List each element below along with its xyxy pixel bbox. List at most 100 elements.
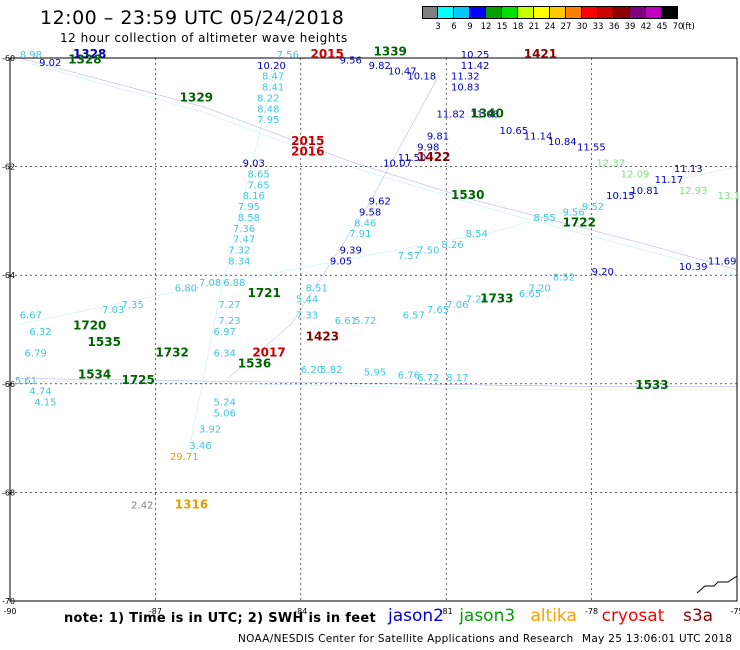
- wave-height-label: 6.76: [398, 370, 420, 381]
- color-scale-label: 6: [451, 22, 457, 32]
- color-scale-swatch: [550, 6, 566, 19]
- wave-height-label: 11.32: [451, 72, 480, 83]
- wave-height-label: 11.14: [524, 131, 553, 142]
- satellite-track-line: [29, 63, 738, 276]
- pass-time-label: 1533: [635, 378, 668, 392]
- wave-height-label: 7.35: [121, 300, 143, 311]
- wave-height-label: 12.93: [679, 186, 708, 197]
- wave-height-label: 7.95: [238, 202, 260, 213]
- wave-height-label: 4.74: [29, 387, 51, 398]
- wave-height-label: 7.65: [247, 180, 269, 191]
- wave-height-label: 5.44: [296, 294, 318, 305]
- color-scale-swatch: [662, 6, 678, 19]
- pass-time-label: 1340: [470, 107, 503, 121]
- wave-height-label: 8.16: [243, 191, 265, 202]
- axis-ticks: -90 -87 -84 -81 -78 -75 -60 -62 -64 -66 -68 -70: [2, 54, 740, 616]
- wave-height-label: 8.22: [257, 93, 279, 104]
- wave-height-label: 2.42: [131, 501, 153, 512]
- wave-height-label: 6.32: [29, 327, 51, 338]
- x-tick-label: -78: [585, 607, 598, 616]
- color-scale-label: 45: [656, 22, 668, 32]
- x-tick-label: -81: [440, 607, 453, 616]
- wave-height-label: 11.13: [674, 164, 703, 175]
- color-scale-label: 36: [608, 22, 620, 32]
- footer-note: note: 1) Time is in UTC; 2) SWH is in fe…: [64, 611, 376, 626]
- color-scale-label: 27: [560, 22, 572, 32]
- wave-height-label: 10.18: [407, 72, 436, 83]
- wave-height-label: 9.56: [340, 55, 362, 66]
- wave-height-label: 5.24: [214, 398, 236, 409]
- pass-time-label: 1720: [73, 319, 106, 333]
- wave-height-label: 11.55: [577, 142, 606, 153]
- wave-height-label: 6.65: [519, 289, 541, 300]
- color-scale-label: 21: [528, 22, 540, 32]
- wave-height-label: 4.15: [34, 398, 56, 409]
- wave-height-label: 7.57: [398, 251, 420, 262]
- wave-height-label: 8.55: [533, 213, 555, 224]
- pass-time-label: 1722: [563, 215, 596, 229]
- color-scale-swatch: [454, 6, 470, 19]
- color-scale-swatch: [438, 6, 454, 19]
- wave-height-label: 8.98: [20, 50, 42, 61]
- pass-time-label: 1422: [417, 150, 450, 164]
- wave-height-label: 5.61: [15, 376, 37, 387]
- color-scale-unit: (ft): [682, 22, 695, 32]
- wave-height-label: 9.05: [330, 256, 352, 267]
- pass-time-label: 1339: [374, 44, 407, 58]
- pass-time-label: 2015: [310, 47, 343, 61]
- y-tick-label: -68: [2, 488, 15, 497]
- pass-time-label: 1732: [155, 346, 188, 360]
- satellite-tracks: [14, 57, 738, 450]
- wave-height-label: 6.61: [335, 316, 357, 327]
- wave-height-label: 10.20: [257, 61, 286, 72]
- wave-height-label: 10.81: [630, 186, 659, 197]
- color-scale-swatch: [646, 6, 662, 19]
- satellite-track-line: [14, 380, 737, 390]
- wave-height-label: 8.46: [354, 218, 376, 229]
- color-scale-swatch: [582, 6, 598, 19]
- wave-height-label: 10.25: [461, 50, 490, 61]
- wave-height-label: 13.12: [718, 191, 740, 202]
- wave-height-label: 8.26: [441, 240, 463, 251]
- wave-height-label: 7.91: [349, 229, 371, 240]
- wave-height-label: 9.52: [582, 202, 604, 213]
- wave-height-label: 9.81: [427, 131, 449, 142]
- y-tick-label: -64: [2, 271, 15, 280]
- wave-height-label: 5.06: [214, 408, 236, 419]
- y-tick-label: -70: [2, 597, 15, 606]
- wave-height-label: 10.07: [383, 159, 412, 170]
- page-title: 12:00 – 23:59 UTC 05/24/2018: [40, 7, 345, 29]
- pass-time-label: 1536: [238, 357, 271, 371]
- wave-height-label: 9.20: [592, 267, 614, 278]
- pass-time-label: 2016: [291, 145, 324, 159]
- y-tick-label: -62: [2, 163, 15, 172]
- x-tick-label: -84: [294, 607, 307, 616]
- page-subtitle: 12 hour collection of altimeter wave hei…: [60, 31, 348, 45]
- plot-frame: [9, 57, 738, 602]
- coastline: [696, 575, 738, 594]
- wave-height-label: 9.03: [243, 159, 265, 170]
- wave-height-label: 6.97: [214, 327, 236, 338]
- color-scale-label: 15: [496, 22, 508, 32]
- color-scale-label: 39: [624, 22, 636, 32]
- satellite-track-line: [19, 57, 738, 271]
- wave-height-label: 11.50: [398, 153, 427, 164]
- wave-height-label: 11.42: [461, 61, 490, 72]
- credit-text: NOAA/NESDIS Center for Satellite Applica…: [238, 633, 574, 645]
- wave-height-label: 11.08: [470, 110, 499, 121]
- pass-time-label: 1733: [480, 291, 513, 305]
- wave-height-label: 7.65: [427, 305, 449, 316]
- wave-height-label: 7.24: [466, 294, 488, 305]
- timestamp-text: May 25 13:06:01 UTC 2018: [582, 633, 733, 645]
- color-scale-swatch: [502, 6, 518, 19]
- wave-height-label: 8.41: [262, 83, 284, 94]
- wave-height-label: 10.47: [388, 66, 417, 77]
- color-scale-label: 9: [467, 22, 473, 32]
- wave-height-label: 8.17: [446, 373, 468, 384]
- pass-time-label: 2017: [252, 346, 285, 360]
- pass-time-label: 1721: [247, 286, 280, 300]
- wave-height-label: 8.34: [228, 256, 250, 267]
- satellite-name-s3a: s3a: [683, 606, 714, 626]
